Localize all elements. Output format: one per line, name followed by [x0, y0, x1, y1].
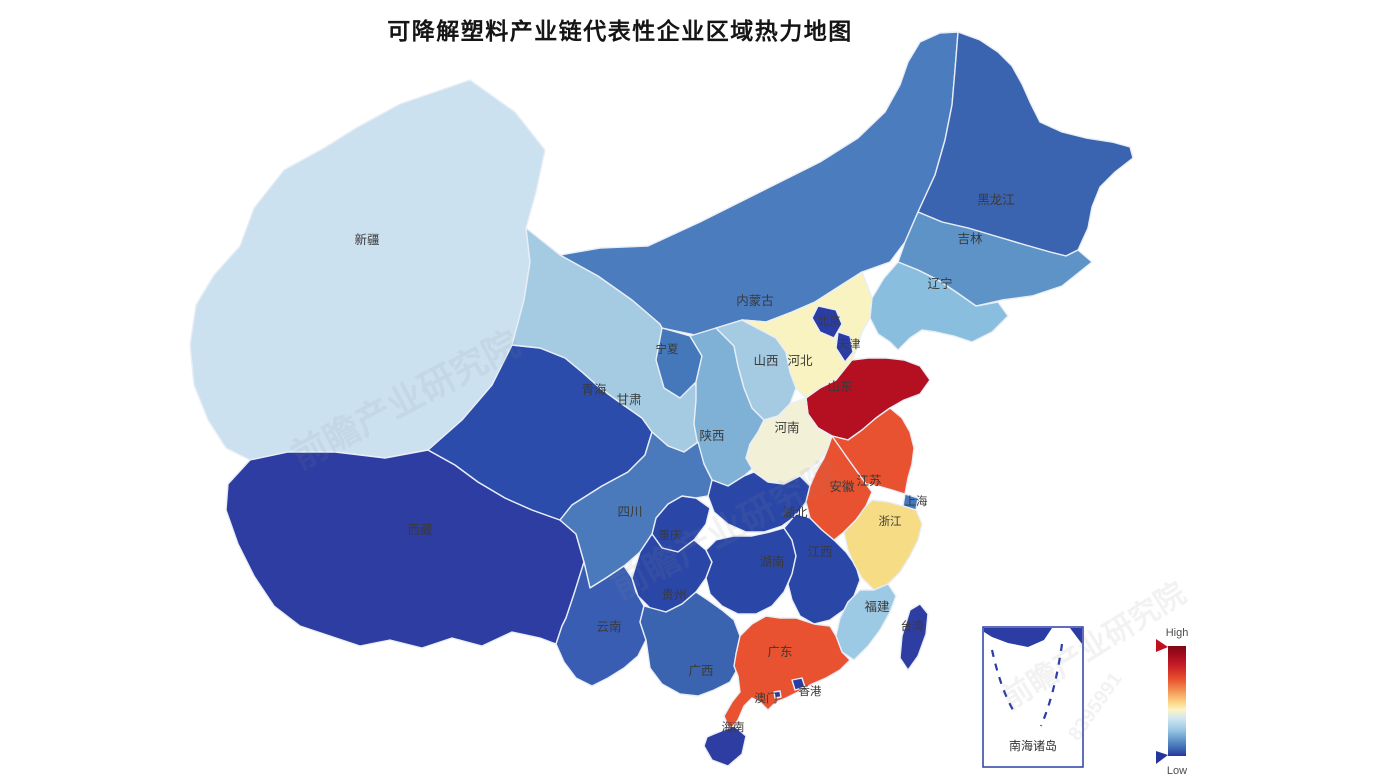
inset-dash-line-right: [1039, 643, 1064, 727]
province-layer: [189, 31, 1134, 767]
label-liaoning: 辽宁: [927, 276, 952, 291]
label-neimenggu: 内蒙古: [736, 293, 774, 308]
label-beijing: 北京: [818, 314, 841, 328]
province-henan[interactable]: [745, 397, 833, 485]
label-shanghai: 上海: [905, 494, 928, 508]
label-zhejiang: 浙江: [879, 515, 902, 528]
label-aomen: 澳门: [755, 691, 778, 705]
label-taiwan: 台湾: [901, 619, 924, 633]
inset-dash-line-left: [990, 649, 1014, 711]
label-anhui: 安徽: [829, 479, 855, 494]
province-yunnan[interactable]: [555, 561, 647, 687]
label-fujian: 福建: [864, 599, 890, 614]
province-hainan[interactable]: [703, 725, 747, 767]
label-guizhou: 贵州: [661, 588, 686, 602]
label-gansu: 甘肃: [616, 393, 641, 407]
legend-top-arrow: [1156, 639, 1168, 652]
label-yunnan: 云南: [596, 619, 621, 634]
province-liaoning[interactable]: [869, 261, 1009, 351]
page-title: 可降解塑料产业链代表性企业区域热力地图: [387, 18, 853, 44]
label-hubei: 湖北: [782, 505, 808, 520]
label-jiangsu: 江苏: [856, 473, 881, 488]
label-hongkong: 香港: [799, 685, 822, 698]
province-aomen[interactable]: [773, 690, 782, 699]
province-guangdong[interactable]: [723, 615, 851, 731]
legend-low-label: Low: [1167, 765, 1187, 777]
label-jilin: 吉林: [957, 232, 983, 246]
label-qinghai: 青海: [581, 382, 607, 397]
label-xizang: 西藏: [407, 523, 433, 537]
label-tianjin: 天津: [838, 338, 861, 351]
province-jiangsu[interactable]: [831, 407, 915, 495]
inset-box: [982, 626, 1084, 768]
label-chongqing: 重庆: [659, 528, 682, 542]
province-taiwan[interactable]: [899, 603, 929, 671]
label-hainan: 海南: [722, 720, 745, 734]
legend-bottom-arrow: [1156, 751, 1168, 764]
province-hongkong[interactable]: [791, 677, 806, 691]
province-fujian[interactable]: [835, 583, 897, 661]
south-china-sea-inset: 南海诸岛: [982, 626, 1084, 768]
label-hunan: 湖南: [759, 554, 784, 569]
province-heilongjiang[interactable]: [917, 31, 1134, 257]
inset-label: 南海诸岛: [1009, 738, 1057, 753]
inset-coast-shape: [984, 628, 1052, 647]
province-zhejiang[interactable]: [843, 499, 923, 591]
label-xinjiang: 新疆: [354, 232, 379, 247]
inset-corner-shape: [1070, 628, 1082, 644]
label-guangxi: 广西: [688, 664, 713, 678]
label-shandong: 山东: [827, 380, 852, 394]
label-ningxia: 宁夏: [656, 342, 679, 356]
label-shanxi: 山西: [753, 354, 778, 368]
label-henan: 河南: [774, 420, 799, 435]
province-beijing[interactable]: [811, 305, 843, 339]
province-hunan[interactable]: [705, 527, 797, 615]
province-label-layer: 新疆 西藏 青海 甘肃 内蒙古 宁夏 陕西 山西 河北 黑龙江 吉林 辽宁 山东…: [354, 193, 1014, 734]
label-sichuan: 四川: [617, 505, 642, 519]
label-shaanxi: 陕西: [699, 428, 724, 443]
label-jiangxi: 江西: [807, 545, 832, 559]
province-tianjin[interactable]: [835, 331, 854, 363]
legend-high-label: High: [1166, 627, 1189, 639]
province-hebei[interactable]: [741, 271, 873, 399]
legend-gradient-bar: [1168, 646, 1186, 756]
label-guangdong: 广东: [767, 645, 792, 659]
label-hebei: 河北: [787, 354, 813, 368]
label-heilongjiang: 黑龙江: [977, 193, 1015, 207]
legend: High Low: [1156, 627, 1188, 777]
